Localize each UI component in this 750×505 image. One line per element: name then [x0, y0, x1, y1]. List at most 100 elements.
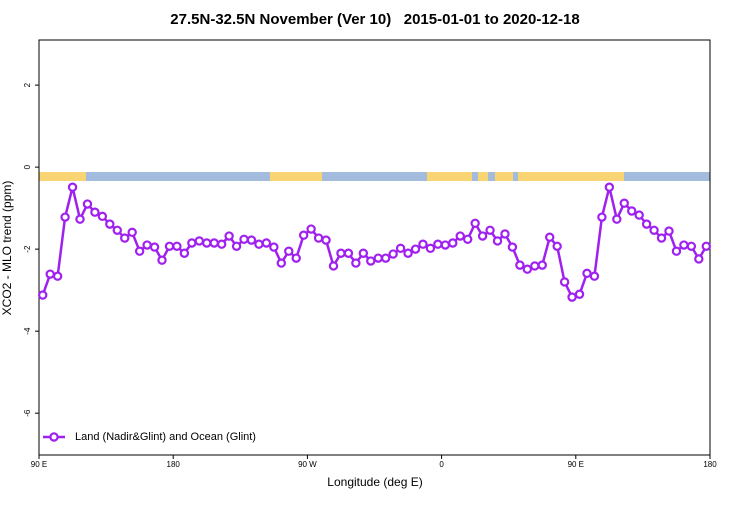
data-point	[403, 248, 413, 258]
data-point	[60, 212, 70, 222]
data-point	[567, 292, 577, 302]
y-tick-label: -4	[23, 327, 32, 335]
data-point	[202, 238, 212, 248]
data-point	[597, 212, 607, 222]
data-point	[67, 182, 78, 192]
data-point	[164, 241, 175, 251]
data-point	[172, 241, 182, 251]
land-band	[270, 172, 322, 181]
data-point	[90, 207, 100, 217]
data-point	[366, 256, 376, 266]
data-point	[671, 246, 682, 256]
x-tick-label: 90 E	[568, 460, 584, 469]
data-point	[343, 248, 354, 258]
land-band	[495, 172, 513, 181]
data-point	[373, 253, 383, 263]
x-tick-label: 180	[167, 460, 181, 469]
data-point	[582, 268, 592, 279]
data-point	[269, 242, 279, 252]
x-axis-label: Longitude (deg E)	[327, 475, 422, 489]
data-point	[649, 225, 659, 235]
data-point	[358, 248, 369, 258]
data-point	[179, 248, 190, 258]
data-point	[694, 254, 704, 264]
data-point	[45, 269, 55, 279]
land-band	[478, 172, 488, 181]
data-point	[75, 214, 85, 224]
data-point	[507, 242, 518, 252]
data-point	[291, 253, 301, 263]
data-point	[455, 231, 465, 241]
data-point	[239, 234, 249, 244]
data-point	[433, 239, 443, 249]
data-point	[112, 225, 122, 235]
land-ocean-strip	[39, 172, 710, 181]
data-point	[701, 241, 711, 251]
data-point	[134, 246, 145, 256]
data-point	[679, 240, 689, 250]
data-point	[187, 238, 197, 248]
data-point	[246, 235, 257, 245]
data-point	[276, 258, 287, 268]
y-tick-label: 2	[23, 82, 32, 87]
data-point	[641, 219, 652, 229]
data-point	[448, 238, 458, 248]
data-point	[462, 234, 473, 244]
chart-title: 27.5N-32.5N November (Ver 10) 2015-01-01…	[170, 11, 579, 28]
data-point	[321, 235, 331, 245]
data-point	[313, 233, 324, 243]
data-point	[500, 229, 510, 239]
y-axis-label: XCO2 - MLO trend (ppm)	[0, 181, 14, 316]
data-point	[254, 239, 264, 249]
data-point	[120, 233, 130, 243]
series-line	[41, 186, 708, 299]
data-point	[52, 271, 63, 281]
data-point	[522, 264, 533, 274]
data-point	[149, 242, 160, 252]
legend-label: Land (Nadir&Glint) and Ocean (Glint)	[75, 431, 256, 443]
data-point	[656, 233, 667, 243]
data-point	[515, 260, 525, 270]
data-point	[589, 271, 600, 281]
data-point	[410, 244, 421, 254]
data-point	[530, 261, 540, 271]
data-point	[634, 210, 644, 220]
data-point	[380, 253, 391, 263]
data-point	[537, 260, 547, 270]
data-point	[127, 227, 137, 238]
y-tick-label: -2	[23, 245, 32, 253]
legend-marker	[49, 432, 59, 442]
data-point	[351, 258, 361, 268]
data-point	[574, 289, 585, 299]
data-point	[97, 211, 108, 222]
data-point	[619, 198, 629, 208]
x-tick-label: 90 E	[31, 460, 47, 469]
data-point	[686, 241, 697, 251]
y-tick-label: -6	[23, 409, 32, 417]
data-point	[418, 239, 428, 249]
data-point	[664, 226, 674, 236]
x-tick-label: 0	[439, 460, 444, 469]
data-point	[306, 224, 316, 234]
data-point	[559, 277, 570, 287]
data-point	[336, 248, 346, 258]
data-point	[388, 249, 398, 259]
land-band	[427, 172, 472, 181]
data-point	[82, 199, 93, 209]
data-point	[261, 238, 272, 248]
data-point	[224, 231, 234, 241]
data-point	[231, 241, 242, 251]
data-point	[425, 243, 436, 254]
data-point	[298, 230, 309, 240]
data-point	[545, 232, 555, 242]
data-point	[284, 246, 294, 256]
ocean-band	[39, 172, 710, 181]
data-point	[627, 206, 637, 216]
land-band	[518, 172, 624, 181]
data-point	[492, 236, 503, 246]
data-point	[395, 243, 406, 254]
data-point	[470, 218, 480, 229]
data-point	[328, 261, 339, 271]
data-point	[612, 214, 622, 224]
